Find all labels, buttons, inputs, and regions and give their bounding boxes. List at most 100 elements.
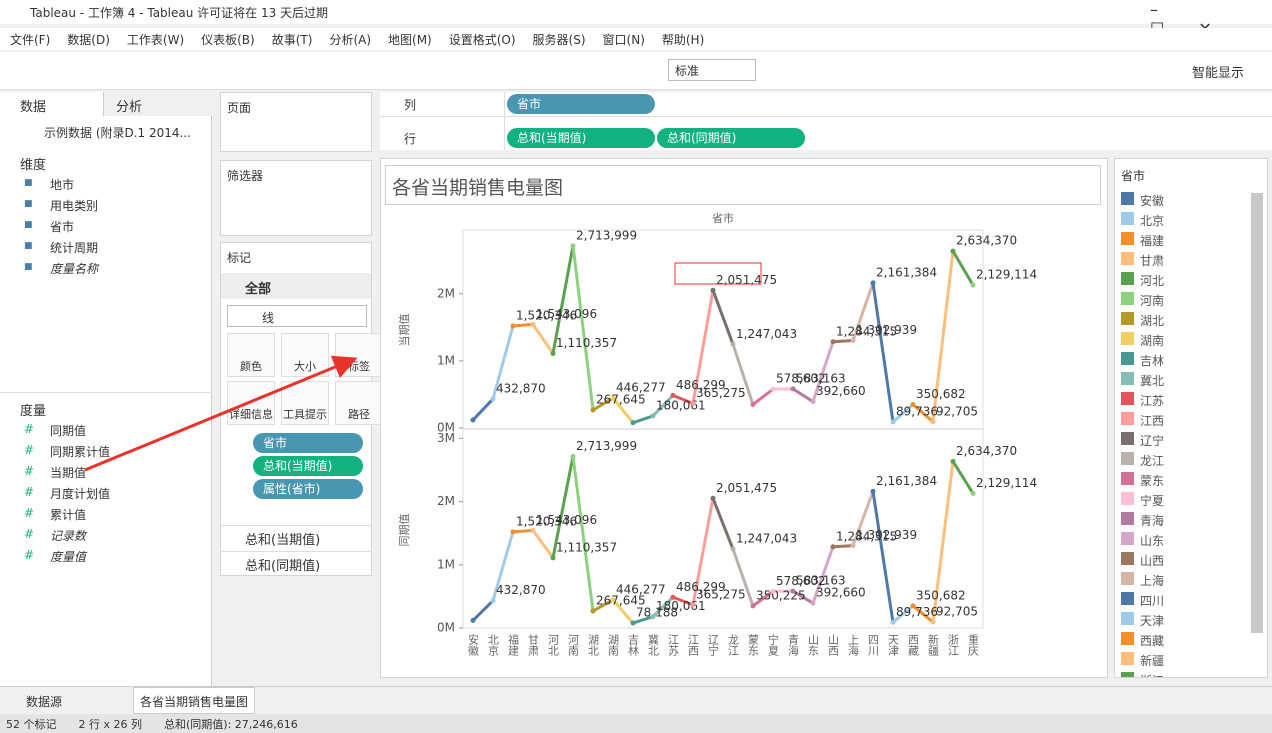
- menu-item[interactable]: 窗口(N): [602, 32, 645, 47]
- legend-swatch: [1121, 332, 1134, 345]
- measure-field[interactable]: 当期值: [50, 466, 87, 480]
- legend-label: 天津: [1140, 614, 1165, 628]
- legend-label: 新疆: [1140, 654, 1165, 668]
- legend-item[interactable]: 天津: [1121, 609, 1164, 629]
- mark-button[interactable]: 颜色: [227, 333, 275, 377]
- filters-card: 筛选器: [220, 160, 372, 236]
- marks-pill[interactable]: 总和(当期值): [253, 456, 363, 476]
- mark-button-label[interactable]: 颜色: [240, 360, 262, 373]
- legend-item[interactable]: 山东: [1121, 529, 1164, 549]
- legend-item[interactable]: 新疆: [1121, 649, 1164, 669]
- datasource-tab[interactable]: 数据源: [26, 695, 63, 709]
- legend-item[interactable]: 蒙东: [1121, 469, 1164, 489]
- marks-pill[interactable]: 属性(省市): [253, 479, 363, 499]
- legend-label: 山西: [1140, 554, 1165, 568]
- dimension-field[interactable]: 用电类别: [50, 199, 99, 213]
- legend-item[interactable]: 西藏: [1121, 629, 1164, 649]
- legend-item[interactable]: 河北: [1121, 269, 1164, 289]
- legend-label: 西藏: [1140, 634, 1165, 648]
- sheet-tab[interactable]: 各省当期销售电量图: [133, 687, 255, 714]
- format-dropdown[interactable]: 标准: [668, 59, 756, 81]
- columns-label: 列: [404, 98, 417, 112]
- dimension-field[interactable]: 地市: [50, 178, 75, 192]
- dimension-field[interactable]: 统计周期: [50, 241, 99, 255]
- legend-label: 四川: [1140, 594, 1165, 608]
- mark-button-label[interactable]: 路径: [348, 408, 370, 421]
- legend-item[interactable]: 湖北: [1121, 309, 1164, 329]
- menu-item[interactable]: 分析(A): [329, 32, 372, 47]
- measure-field[interactable]: 月度计划值: [50, 487, 111, 501]
- mark-button-label[interactable]: 标签: [348, 360, 370, 373]
- legend-item[interactable]: 河南: [1121, 289, 1164, 309]
- scrollbar[interactable]: [1251, 193, 1263, 633]
- menu-item[interactable]: 服务器(S): [532, 32, 586, 47]
- tab-data[interactable]: 数据: [20, 100, 47, 115]
- smart-show[interactable]: 智能显示: [1192, 66, 1245, 81]
- legend-item[interactable]: 湖南: [1121, 329, 1164, 349]
- legend-label: 湖南: [1140, 334, 1165, 348]
- menu-item[interactable]: 地图(M): [388, 32, 432, 47]
- legend-swatch: [1121, 232, 1134, 245]
- legend-swatch: [1121, 472, 1134, 485]
- legend-swatch: [1121, 412, 1134, 425]
- legend-item[interactable]: 甘肃: [1121, 249, 1164, 269]
- mark-type[interactable]: 线: [227, 305, 367, 327]
- legend-item[interactable]: 上海: [1121, 569, 1164, 589]
- marks-section[interactable]: 总和(当期值): [245, 533, 321, 548]
- legend-item[interactable]: 福建: [1121, 229, 1164, 249]
- mark-button[interactable]: 大小: [281, 333, 329, 377]
- marks-pill[interactable]: 省市: [253, 433, 363, 453]
- mark-button[interactable]: 路径: [335, 381, 383, 425]
- dimension-field[interactable]: 度量名称: [50, 262, 99, 276]
- legend-item[interactable]: 安徽: [1121, 189, 1164, 209]
- measure-field[interactable]: 累计值: [50, 508, 87, 522]
- legend-label: 安徽: [1140, 194, 1165, 208]
- legend-item[interactable]: 龙江: [1121, 449, 1164, 469]
- mark-button[interactable]: 工具提示: [281, 381, 329, 425]
- dimensions-title: 维度: [20, 158, 47, 173]
- legend-swatch: [1121, 372, 1134, 385]
- type-icon: #: [24, 485, 35, 499]
- data-source[interactable]: 示例数据 (附录D.1 2014...: [44, 126, 191, 140]
- legend-item[interactable]: 四川: [1121, 589, 1164, 609]
- legend-item[interactable]: 江苏: [1121, 389, 1164, 409]
- measure-field[interactable]: 度量值: [50, 550, 87, 564]
- legend-item[interactable]: 青海: [1121, 509, 1164, 529]
- mark-button[interactable]: 详细信息: [227, 381, 275, 425]
- mark-button-label[interactable]: 工具提示: [283, 408, 327, 421]
- menu-item[interactable]: 故事(T): [271, 32, 313, 47]
- menu-item[interactable]: 帮助(H): [661, 32, 705, 47]
- legend-label: 宁夏: [1140, 494, 1165, 508]
- mark-button-label[interactable]: 详细信息: [229, 408, 273, 421]
- measure-field[interactable]: 记录数: [50, 529, 87, 543]
- menu-item[interactable]: 设置格式(O): [448, 32, 516, 47]
- menu-item[interactable]: 数据(D): [67, 32, 110, 47]
- legend-item[interactable]: 辽宁: [1121, 429, 1164, 449]
- legend-item[interactable]: 北京: [1121, 209, 1164, 229]
- legend-item[interactable]: 江西: [1121, 409, 1164, 429]
- legend-swatch: [1121, 452, 1134, 465]
- legend-item[interactable]: 山西: [1121, 549, 1164, 569]
- dimension-field[interactable]: 省市: [50, 220, 75, 234]
- menu-item[interactable]: 文件(F): [10, 32, 51, 47]
- tab-analysis[interactable]: 分析: [116, 100, 143, 115]
- menu-item[interactable]: 工作表(W): [126, 32, 185, 47]
- legend-item[interactable]: 宁夏: [1121, 489, 1164, 509]
- mark-button[interactable]: 标签: [335, 333, 383, 377]
- legend-swatch: [1121, 192, 1134, 205]
- mark-button-label[interactable]: 大小: [294, 360, 316, 373]
- marks-all[interactable]: 全部: [245, 282, 272, 297]
- legend-item[interactable]: 浙江: [1121, 669, 1164, 677]
- menu-item[interactable]: 仪表板(B): [201, 32, 255, 47]
- marks-section[interactable]: 总和(同期值): [245, 559, 321, 574]
- column-pill[interactable]: 省市: [507, 94, 655, 114]
- type-icon: #: [24, 422, 35, 436]
- legend-swatch: [1121, 212, 1134, 225]
- legend-item[interactable]: 冀北: [1121, 369, 1164, 389]
- legend-item[interactable]: 吉林: [1121, 349, 1164, 369]
- legend-label: 上海: [1140, 574, 1165, 588]
- row-pill[interactable]: 总和(同期值): [657, 128, 805, 148]
- measure-field[interactable]: 同期累计值: [50, 445, 111, 459]
- row-pill[interactable]: 总和(当期值): [507, 128, 655, 148]
- measure-field[interactable]: 同期值: [50, 424, 87, 438]
